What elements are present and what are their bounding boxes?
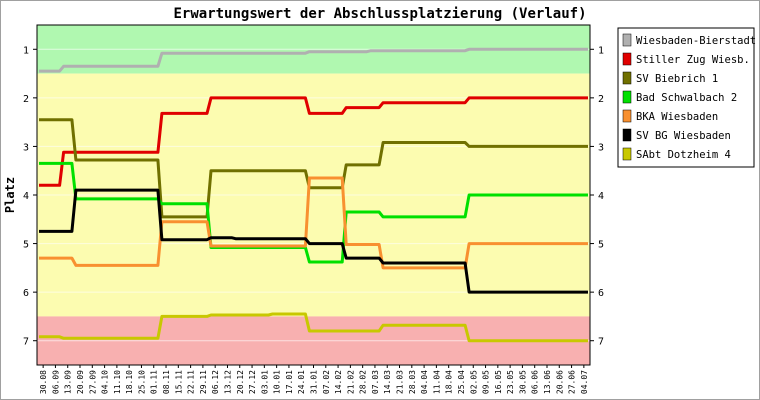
legend-label: BKA Wiesbaden xyxy=(636,111,718,123)
x-tick-label: 29.11 xyxy=(199,370,208,394)
legend-swatch xyxy=(622,109,632,123)
y-tick-label-right: 3 xyxy=(598,142,604,153)
x-tick-label: 13.06 xyxy=(543,370,552,394)
x-tick-label: 28.02 xyxy=(359,370,368,394)
legend-swatch xyxy=(622,147,632,161)
y-tick-label-left: 3 xyxy=(23,142,29,153)
series-line-5 xyxy=(39,188,588,294)
x-tick-label: 07.02 xyxy=(322,370,331,394)
x-tick-label: 11.04 xyxy=(432,370,441,394)
x-tick-label: 20.12 xyxy=(236,370,245,394)
x-tick-label: 21.03 xyxy=(396,370,405,394)
x-tick-label: 18.10 xyxy=(125,370,134,394)
x-tick-label: 17.01 xyxy=(285,370,294,394)
x-tick-label: 14.03 xyxy=(383,370,392,394)
x-tick-label: 14.02 xyxy=(334,370,343,394)
x-tick-label: 13.12 xyxy=(223,370,232,394)
legend-swatch xyxy=(622,33,632,47)
x-tick-label: 27.06 xyxy=(568,370,577,394)
x-tick-label: 06.12 xyxy=(211,370,220,394)
x-tick-label: 23.05 xyxy=(506,370,515,394)
x-tick-label: 16.05 xyxy=(494,370,503,394)
y-tick-label-right: 6 xyxy=(598,288,604,299)
series-line-4 xyxy=(39,176,588,270)
x-tick-label: 31.01 xyxy=(310,370,319,394)
y-axis-label: Platz xyxy=(3,177,17,213)
x-tick-label: 06.09 xyxy=(51,370,60,394)
legend-label: SV Biebrich 1 xyxy=(636,73,718,85)
x-tick-label: 10.01 xyxy=(273,370,282,394)
x-tick-label: 27.12 xyxy=(248,370,257,394)
y-tick-label-left: 2 xyxy=(23,94,29,105)
y-tick-label-left: 5 xyxy=(23,240,29,251)
legend-label: Bad Schwalbach 2 xyxy=(636,92,737,104)
x-tick-label: 09.05 xyxy=(482,370,491,394)
x-tick-label: 04.04 xyxy=(420,370,429,394)
x-tick-label: 15.11 xyxy=(174,370,183,394)
legend-box xyxy=(617,27,755,168)
legend-label: SAbt Dotzheim 4 xyxy=(636,149,731,161)
series-line-3 xyxy=(39,161,588,264)
legend-label: SV BG Wiesbaden xyxy=(636,130,731,142)
x-tick-label: 02.05 xyxy=(469,370,478,394)
y-tick-label-right: 2 xyxy=(598,94,604,105)
x-tick-label: 20.09 xyxy=(76,370,85,394)
x-tick-label: 20.06 xyxy=(555,370,564,394)
x-tick-label: 04.10 xyxy=(101,370,110,394)
legend-swatch xyxy=(622,71,632,85)
x-tick-label: 07.03 xyxy=(371,370,380,394)
x-tick-label: 06.06 xyxy=(531,370,540,394)
series-line-1 xyxy=(39,96,588,187)
x-tick-label: 24.01 xyxy=(297,370,306,394)
legend-swatch xyxy=(622,128,632,142)
x-tick-label: 18.04 xyxy=(445,370,454,394)
y-tick-label-right: 4 xyxy=(598,191,604,202)
y-tick-label-left: 6 xyxy=(23,288,29,299)
legend-swatch xyxy=(622,52,632,66)
x-tick-label: 01.11 xyxy=(150,370,159,394)
x-tick-label: 25.04 xyxy=(457,370,466,394)
x-tick-label: 27.09 xyxy=(88,370,97,394)
x-tick-label: 21.02 xyxy=(346,370,355,394)
x-tick-label: 30.05 xyxy=(518,370,527,394)
x-tick-label: 28.03 xyxy=(408,370,417,394)
series-line-0 xyxy=(39,47,588,73)
x-tick-label: 03.01 xyxy=(260,370,269,394)
x-tick-label: 22.11 xyxy=(187,370,196,394)
y-tick-label-left: 7 xyxy=(23,337,29,348)
x-tick-label: 13.09 xyxy=(64,370,73,394)
y-tick-label-right: 1 xyxy=(598,45,604,56)
x-tick-label: 30.08 xyxy=(39,370,48,394)
series-line-2 xyxy=(39,118,588,219)
legend-label: Stiller Zug Wiesb. xyxy=(636,54,750,66)
legend: Wiesbaden-Bierstadt Stiller Zug Wiesb. SV … xyxy=(617,27,756,168)
y-tick-label-left: 1 xyxy=(23,45,29,56)
y-tick-label-left: 4 xyxy=(23,191,29,202)
legend-label: Wiesbaden-Bierstadt xyxy=(636,35,756,47)
chart-title: Erwartungswert der Abschlussplatzierung … xyxy=(173,6,586,22)
x-tick-label: 08.11 xyxy=(162,370,171,394)
y-tick-label-right: 5 xyxy=(598,240,604,251)
x-tick-label: 04.07 xyxy=(580,370,589,394)
series-line-6 xyxy=(39,312,588,343)
legend-swatch xyxy=(622,90,632,104)
x-tick-label: 25.10 xyxy=(137,370,146,394)
y-tick-label-right: 7 xyxy=(598,337,604,348)
x-tick-label: 11.10 xyxy=(113,370,122,394)
